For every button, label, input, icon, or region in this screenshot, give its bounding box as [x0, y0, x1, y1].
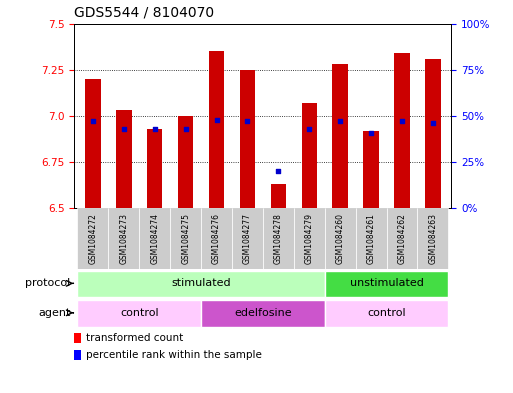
Bar	[201, 208, 232, 269]
Bar	[394, 53, 410, 208]
Bar	[77, 208, 108, 269]
Text: protocol: protocol	[25, 278, 71, 288]
Bar	[77, 300, 201, 327]
Text: GSM1084262: GSM1084262	[398, 213, 406, 264]
Point	[367, 129, 375, 136]
Text: GSM1084260: GSM1084260	[336, 213, 345, 264]
Point	[398, 118, 406, 125]
Text: agent: agent	[38, 308, 71, 318]
Text: GSM1084277: GSM1084277	[243, 213, 252, 264]
Bar	[356, 208, 386, 269]
Bar	[77, 271, 325, 297]
Text: GSM1084276: GSM1084276	[212, 213, 221, 264]
Text: control: control	[120, 308, 159, 318]
Text: transformed count: transformed count	[86, 334, 183, 343]
Point	[151, 126, 159, 132]
Point	[243, 118, 251, 125]
Point	[212, 116, 221, 123]
Text: unstimulated: unstimulated	[349, 278, 423, 288]
Bar	[178, 116, 193, 208]
Bar	[116, 110, 131, 208]
Bar	[386, 208, 418, 269]
Bar	[170, 208, 201, 269]
Point	[429, 120, 437, 127]
Text: stimulated: stimulated	[171, 278, 231, 288]
Bar	[263, 208, 294, 269]
Text: GSM1084278: GSM1084278	[274, 213, 283, 264]
Text: GDS5544 / 8104070: GDS5544 / 8104070	[74, 6, 214, 20]
Text: GSM1084275: GSM1084275	[181, 213, 190, 264]
Bar	[108, 208, 140, 269]
Bar	[302, 103, 317, 208]
Bar	[240, 70, 255, 208]
Bar	[209, 51, 224, 208]
Bar	[140, 208, 170, 269]
Text: GSM1084273: GSM1084273	[120, 213, 128, 264]
Bar	[425, 59, 441, 208]
Point	[336, 118, 344, 125]
Bar	[271, 184, 286, 208]
Bar	[325, 271, 448, 297]
Point	[274, 168, 283, 174]
Bar	[325, 300, 448, 327]
Text: control: control	[367, 308, 406, 318]
Text: GSM1084272: GSM1084272	[88, 213, 97, 264]
Text: GSM1084263: GSM1084263	[428, 213, 438, 264]
Bar	[147, 129, 163, 208]
Bar	[332, 64, 348, 208]
Bar	[74, 333, 81, 343]
Text: GSM1084279: GSM1084279	[305, 213, 314, 264]
Text: percentile rank within the sample: percentile rank within the sample	[86, 350, 262, 360]
Text: GSM1084274: GSM1084274	[150, 213, 159, 264]
Bar	[201, 300, 325, 327]
Text: edelfosine: edelfosine	[234, 308, 292, 318]
Bar	[325, 208, 356, 269]
Bar	[232, 208, 263, 269]
Bar	[363, 131, 379, 208]
Bar	[418, 208, 448, 269]
Point	[182, 126, 190, 132]
Bar	[294, 208, 325, 269]
Point	[305, 126, 313, 132]
Text: GSM1084261: GSM1084261	[367, 213, 376, 264]
Bar	[74, 350, 81, 360]
Point	[89, 118, 97, 125]
Bar	[85, 79, 101, 208]
Point	[120, 126, 128, 132]
